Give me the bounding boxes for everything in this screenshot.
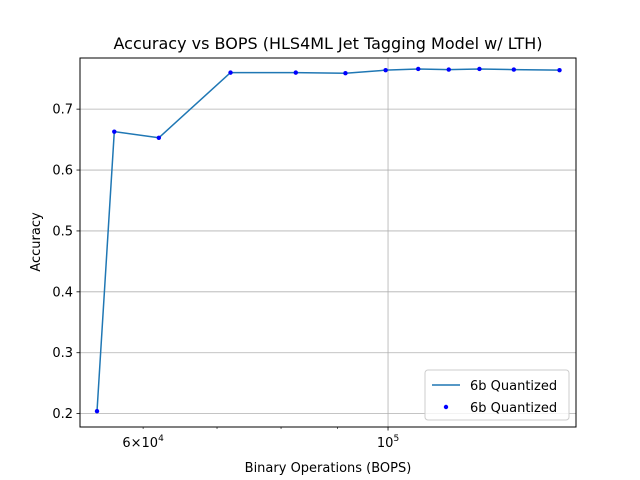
- data-point: [112, 129, 117, 134]
- data-point: [156, 135, 162, 140]
- chart-title: Accuracy vs BOPS (HLS4ML Jet Tagging Mod…: [114, 34, 543, 53]
- data-point: [557, 67, 562, 73]
- legend-label-marker: 6b Quantized: [470, 401, 557, 416]
- data-point: [383, 67, 388, 73]
- y-tick-label: 0.7: [52, 103, 73, 118]
- legend-label-line: 6b Quantized: [470, 379, 557, 394]
- x-minor-tick-label: 6×104: [122, 434, 164, 451]
- y-tick-label: 0.5: [52, 224, 73, 239]
- y-axis-label: Accuracy: [29, 212, 44, 272]
- grid-layer: [80, 58, 576, 427]
- data-point: [477, 66, 482, 72]
- legend-frame: [424, 369, 570, 421]
- series-line: [96, 68, 560, 412]
- y-tick-label: 0.2: [52, 407, 73, 422]
- plot-frame: [79, 57, 577, 428]
- data-point: [228, 70, 233, 75]
- y-tick-label: 0.4: [52, 285, 73, 300]
- legend-marker-swatch: [443, 404, 449, 410]
- x-axis-label: Binary Operations (BOPS): [245, 461, 412, 476]
- series-layer: [94, 66, 562, 414]
- data-point: [94, 408, 100, 414]
- data-point: [293, 70, 298, 75]
- y-tick-label: 0.6: [52, 164, 73, 179]
- data-point: [446, 67, 451, 72]
- legend: 6b Quantized 6b Quantized: [424, 369, 570, 421]
- data-point: [343, 71, 348, 76]
- y-tick-label: 0.3: [52, 346, 73, 361]
- data-point: [416, 66, 421, 72]
- data-point: [511, 67, 517, 72]
